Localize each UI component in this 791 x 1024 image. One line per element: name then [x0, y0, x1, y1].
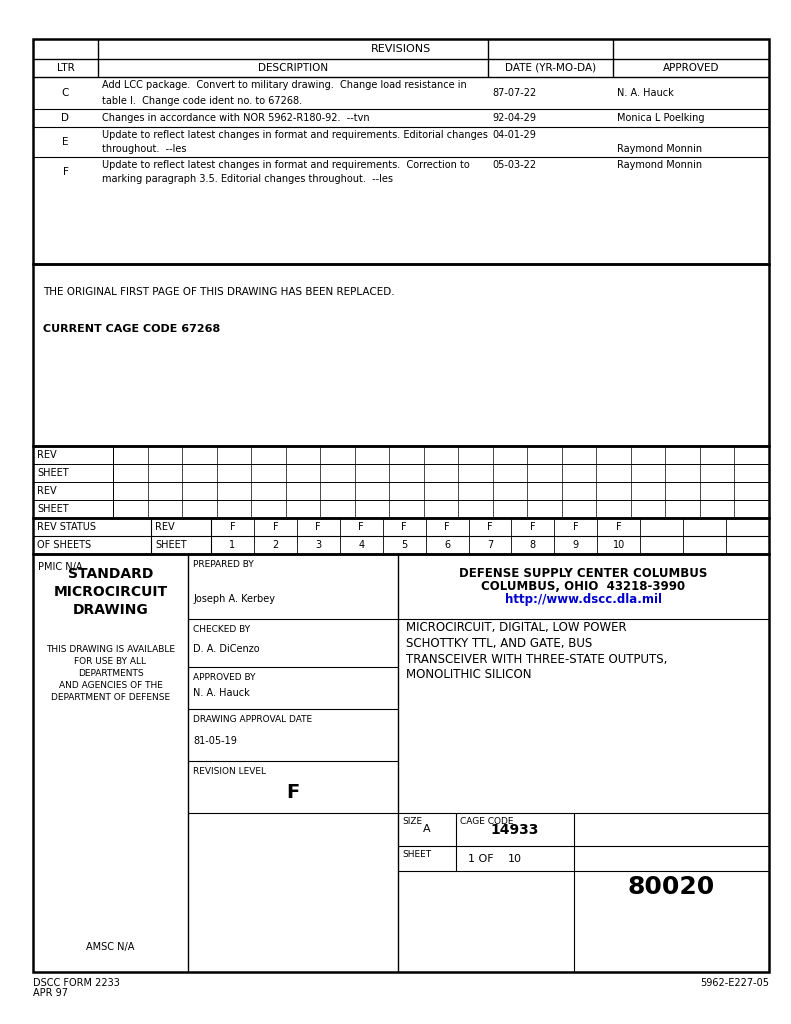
Bar [33, 554, 769, 972]
Text: REV: REV [155, 522, 175, 532]
Text: LTR: LTR [57, 63, 74, 73]
Text: Raymond Monnin: Raymond Monnin [617, 160, 702, 170]
Text: 10: 10 [508, 853, 522, 863]
Text: APPROVED: APPROVED [663, 63, 719, 73]
Text: SCHOTTKY TTL, AND GATE, BUS: SCHOTTKY TTL, AND GATE, BUS [406, 637, 592, 649]
Text: 14933: 14933 [490, 822, 539, 837]
Text: F: F [229, 522, 235, 532]
Text: Raymond Monnin: Raymond Monnin [617, 144, 702, 154]
Text: DEPARTMENTS: DEPARTMENTS [78, 669, 143, 678]
Text: REV STATUS: REV STATUS [37, 522, 96, 532]
Text: 5962-E227-05: 5962-E227-05 [700, 978, 769, 988]
Text: Monica L Poelking: Monica L Poelking [617, 113, 705, 123]
Text: 1 OF: 1 OF [468, 853, 494, 863]
Text: F: F [273, 522, 278, 532]
Text: REVISION LEVEL: REVISION LEVEL [193, 767, 266, 776]
Text: F: F [286, 782, 300, 802]
Text: F: F [358, 522, 364, 532]
Text: N. A. Hauck: N. A. Hauck [617, 88, 674, 98]
Text: E: E [62, 137, 69, 147]
Text: CURRENT CAGE CODE 67268: CURRENT CAGE CODE 67268 [43, 324, 220, 334]
Text: MONOLITHIC SILICON: MONOLITHIC SILICON [406, 669, 532, 682]
Text: F: F [487, 522, 493, 532]
Text: STANDARD: STANDARD [68, 567, 153, 581]
Text: marking paragraph 3.5. Editorial changes throughout.  --les: marking paragraph 3.5. Editorial changes… [102, 174, 393, 184]
Text: SHEET: SHEET [155, 540, 187, 550]
Text: DATE (YR-MO-DA): DATE (YR-MO-DA) [505, 63, 596, 73]
Text: 05-03-22: 05-03-22 [492, 160, 536, 170]
Text: A: A [423, 824, 431, 835]
Text: DSCC FORM 2233: DSCC FORM 2233 [33, 978, 120, 988]
Text: 7: 7 [487, 540, 493, 550]
Text: Add LCC package.  Convert to military drawing.  Change load resistance in: Add LCC package. Convert to military dra… [102, 80, 467, 90]
Text: DEFENSE SUPPLY CENTER COLUMBUS: DEFENSE SUPPLY CENTER COLUMBUS [460, 567, 708, 580]
Bar [33, 264, 769, 446]
Text: 87-07-22: 87-07-22 [492, 88, 536, 98]
Text: D. A. DiCenzo: D. A. DiCenzo [193, 644, 259, 654]
Text: throughout.  --les: throughout. --les [102, 144, 187, 155]
Text: Update to reflect latest changes in format and requirements. Editorial changes: Update to reflect latest changes in form… [102, 129, 488, 139]
Text: F: F [530, 522, 536, 532]
Text: Changes in accordance with NOR 5962-R180-92.  --tvn: Changes in accordance with NOR 5962-R180… [102, 113, 369, 123]
Text: COLUMBUS, OHIO  43218-3990: COLUMBUS, OHIO 43218-3990 [482, 580, 686, 593]
Text: REV: REV [37, 450, 57, 460]
Text: F: F [573, 522, 579, 532]
Text: 1: 1 [229, 540, 236, 550]
Text: DESCRIPTION: DESCRIPTION [258, 63, 328, 73]
Bar [33, 518, 769, 554]
Text: F: F [401, 522, 407, 532]
Text: Update to reflect latest changes in format and requirements.  Correction to: Update to reflect latest changes in form… [102, 160, 470, 170]
Text: F: F [616, 522, 622, 532]
Text: MICROCIRCUIT, DIGITAL, LOW POWER: MICROCIRCUIT, DIGITAL, LOW POWER [406, 621, 626, 634]
Text: SHEET: SHEET [37, 468, 69, 478]
Text: 9: 9 [573, 540, 579, 550]
Text: Joseph A. Kerbey: Joseph A. Kerbey [193, 594, 275, 604]
Text: PREPARED BY: PREPARED BY [193, 560, 254, 569]
Text: APR 97: APR 97 [33, 988, 68, 998]
Text: 92-04-29: 92-04-29 [492, 113, 536, 123]
Text: N. A. Hauck: N. A. Hauck [193, 688, 250, 698]
Text: 3: 3 [316, 540, 321, 550]
Text: THE ORIGINAL FIRST PAGE OF THIS DRAWING HAS BEEN REPLACED.: THE ORIGINAL FIRST PAGE OF THIS DRAWING … [43, 287, 395, 297]
Bar [33, 446, 769, 518]
Text: MICROCIRCUIT: MICROCIRCUIT [54, 585, 168, 599]
Text: DRAWING APPROVAL DATE: DRAWING APPROVAL DATE [193, 715, 312, 724]
Text: APPROVED BY: APPROVED BY [193, 673, 255, 682]
Text: AMSC N/A: AMSC N/A [86, 942, 134, 952]
Text: REV: REV [37, 486, 57, 496]
Text: 5: 5 [401, 540, 407, 550]
Text: SHEET: SHEET [37, 504, 69, 514]
Text: THIS DRAWING IS AVAILABLE: THIS DRAWING IS AVAILABLE [46, 644, 175, 653]
Text: FOR USE BY ALL: FOR USE BY ALL [74, 656, 146, 666]
Text: SIZE: SIZE [402, 817, 422, 826]
Text: CAGE CODE: CAGE CODE [460, 817, 513, 826]
Text: DEPARTMENT OF DEFENSE: DEPARTMENT OF DEFENSE [51, 692, 170, 701]
Text: CHECKED BY: CHECKED BY [193, 625, 250, 634]
Text: D: D [62, 113, 70, 123]
Text: F: F [445, 522, 450, 532]
Text: C: C [62, 88, 69, 98]
Text: 8: 8 [530, 540, 536, 550]
Text: PMIC N/A: PMIC N/A [38, 562, 82, 572]
Text: 80020: 80020 [628, 876, 715, 899]
Text: 04-01-29: 04-01-29 [492, 130, 536, 140]
Text: 81-05-19: 81-05-19 [193, 736, 237, 746]
Text: TRANSCEIVER WITH THREE-STATE OUTPUTS,: TRANSCEIVER WITH THREE-STATE OUTPUTS, [406, 652, 668, 666]
Text: DRAWING: DRAWING [73, 603, 149, 617]
Text: table I.  Change code ident no. to 67268.: table I. Change code ident no. to 67268. [102, 96, 302, 106]
Text: AND AGENCIES OF THE: AND AGENCIES OF THE [59, 681, 162, 689]
Text: 2: 2 [272, 540, 278, 550]
Text: F: F [316, 522, 321, 532]
Text: OF SHEETS: OF SHEETS [37, 540, 91, 550]
Bar [33, 39, 769, 264]
Text: 10: 10 [613, 540, 625, 550]
Text: 6: 6 [444, 540, 450, 550]
Text: http://www.dscc.dla.mil: http://www.dscc.dla.mil [505, 593, 662, 606]
Text: SHEET: SHEET [402, 850, 431, 859]
Text: REVISIONS: REVISIONS [371, 44, 431, 54]
Text: 4: 4 [358, 540, 365, 550]
Text: F: F [62, 167, 69, 177]
